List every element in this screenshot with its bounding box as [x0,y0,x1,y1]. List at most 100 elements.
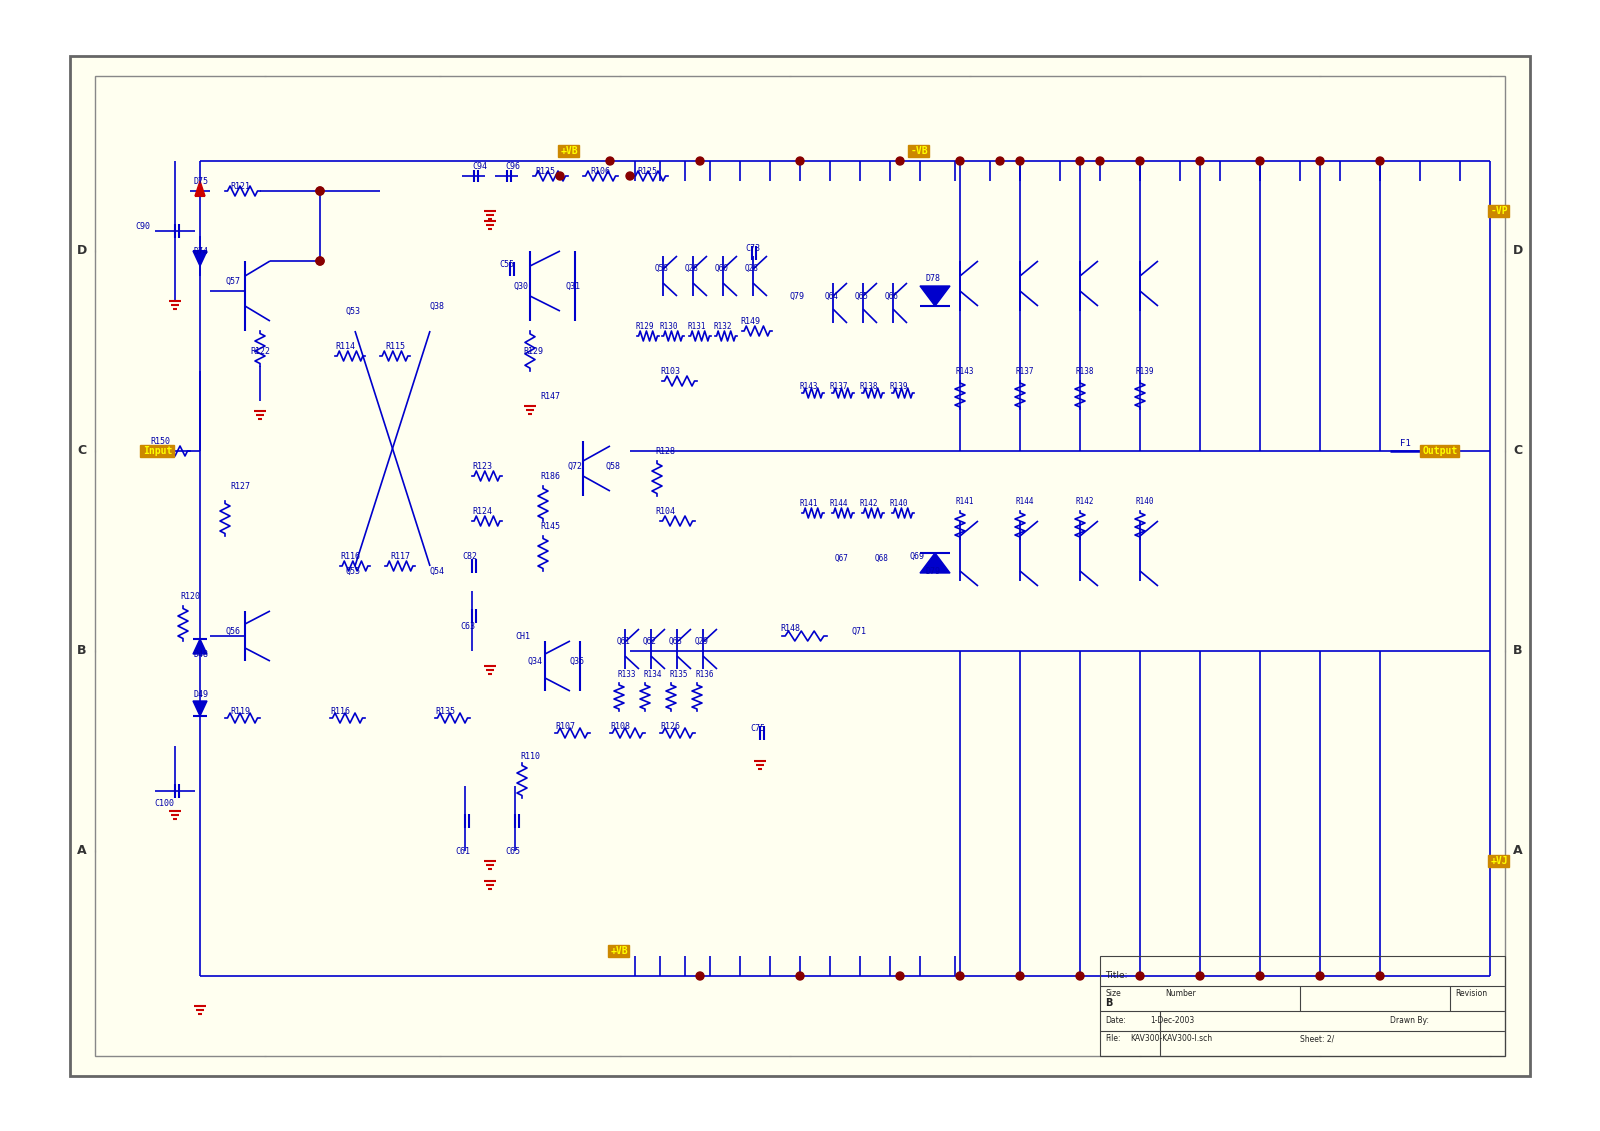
Text: D49: D49 [194,690,208,699]
Circle shape [1136,157,1144,165]
Circle shape [696,972,704,979]
Polygon shape [920,286,950,307]
Text: Q31: Q31 [565,282,579,291]
Bar [94,76,1506,1056]
Bar [608,946,629,957]
Circle shape [896,972,904,979]
Polygon shape [194,639,206,654]
Text: R137: R137 [830,382,848,391]
Text: Q60: Q60 [715,264,730,273]
Text: R132: R132 [714,322,731,331]
Text: R141: R141 [955,497,973,506]
Text: D75: D75 [194,176,208,185]
Bar [141,444,173,457]
Text: Q28: Q28 [685,264,699,273]
Circle shape [1315,157,1325,165]
Text: R108: R108 [610,722,630,731]
Circle shape [1376,157,1384,165]
Text: B: B [1106,998,1112,1008]
Text: Q61: Q61 [618,637,630,646]
Text: R103: R103 [661,366,680,375]
Text: Output: Output [1422,446,1458,456]
Text: C100: C100 [154,798,174,808]
Text: R143: R143 [955,366,973,375]
Polygon shape [194,251,206,266]
Circle shape [797,972,805,979]
Text: +VJ: +VJ [1491,856,1509,866]
Polygon shape [194,701,206,716]
Text: R134: R134 [643,670,661,679]
Text: Q54: Q54 [430,567,445,576]
Circle shape [696,157,704,165]
Text: R116: R116 [330,707,350,716]
Text: R139: R139 [890,382,909,391]
Text: Revision: Revision [1454,988,1486,998]
Text: Q62: Q62 [643,637,658,646]
Text: C90: C90 [134,222,150,231]
Text: R141: R141 [800,499,819,508]
Text: Q53: Q53 [346,307,360,316]
Text: R131: R131 [686,322,706,331]
Text: Number: Number [1165,988,1195,998]
Text: Q71: Q71 [851,627,867,636]
Bar [1488,855,1509,867]
Circle shape [1136,972,1144,979]
Text: B: B [77,645,86,657]
Text: Q68: Q68 [875,554,890,563]
Circle shape [995,157,1005,165]
Bar [558,145,579,157]
Text: R133: R133 [618,670,635,679]
Text: Q66: Q66 [885,292,899,301]
Text: D: D [1514,244,1523,258]
Text: C: C [77,444,86,458]
Circle shape [896,157,904,165]
Text: CH1: CH1 [515,632,530,641]
Text: Q64: Q64 [826,292,838,301]
Text: Q56: Q56 [226,627,240,636]
Text: R144: R144 [830,499,848,508]
Text: 1-Dec-2003: 1-Dec-2003 [1150,1016,1194,1025]
Text: R120: R120 [179,592,200,601]
Text: R140: R140 [1134,497,1154,506]
Text: R139: R139 [1134,366,1154,375]
Text: R138: R138 [1075,366,1093,375]
Text: R129: R129 [523,347,542,356]
Text: -VB: -VB [910,146,928,156]
Circle shape [317,187,323,195]
Circle shape [317,187,323,195]
Text: R114: R114 [334,342,355,351]
Polygon shape [195,181,205,196]
Circle shape [626,172,634,180]
Text: Q55: Q55 [346,567,360,576]
Text: Input: Input [142,446,173,456]
Circle shape [1197,972,1205,979]
Text: Q65: Q65 [854,292,869,301]
Text: R140: R140 [890,499,909,508]
Text: R128: R128 [654,447,675,456]
Text: C96: C96 [506,162,520,171]
Text: C: C [1514,444,1523,458]
Text: R149: R149 [739,317,760,326]
Bar [1488,205,1509,217]
Text: R115: R115 [386,342,405,351]
Text: Drawn By:: Drawn By: [1390,1016,1429,1025]
Circle shape [1256,157,1264,165]
Text: Q69: Q69 [910,552,925,561]
Text: R143: R143 [800,382,819,391]
Text: R116: R116 [339,552,360,561]
Text: C55: C55 [499,260,514,269]
Text: D: D [77,244,86,258]
Text: C65: C65 [506,847,520,856]
Text: R127: R127 [230,482,250,491]
Text: R104: R104 [654,507,675,516]
Bar [1101,956,1506,1056]
Text: C63: C63 [461,622,475,631]
Text: R119: R119 [230,707,250,716]
Text: D48: D48 [194,650,208,659]
Text: R150: R150 [150,437,170,446]
Text: C75: C75 [750,724,765,733]
Text: Size: Size [1106,988,1120,998]
Text: Q79: Q79 [790,292,805,301]
Text: Date:: Date: [1106,1016,1126,1025]
Circle shape [317,257,323,265]
